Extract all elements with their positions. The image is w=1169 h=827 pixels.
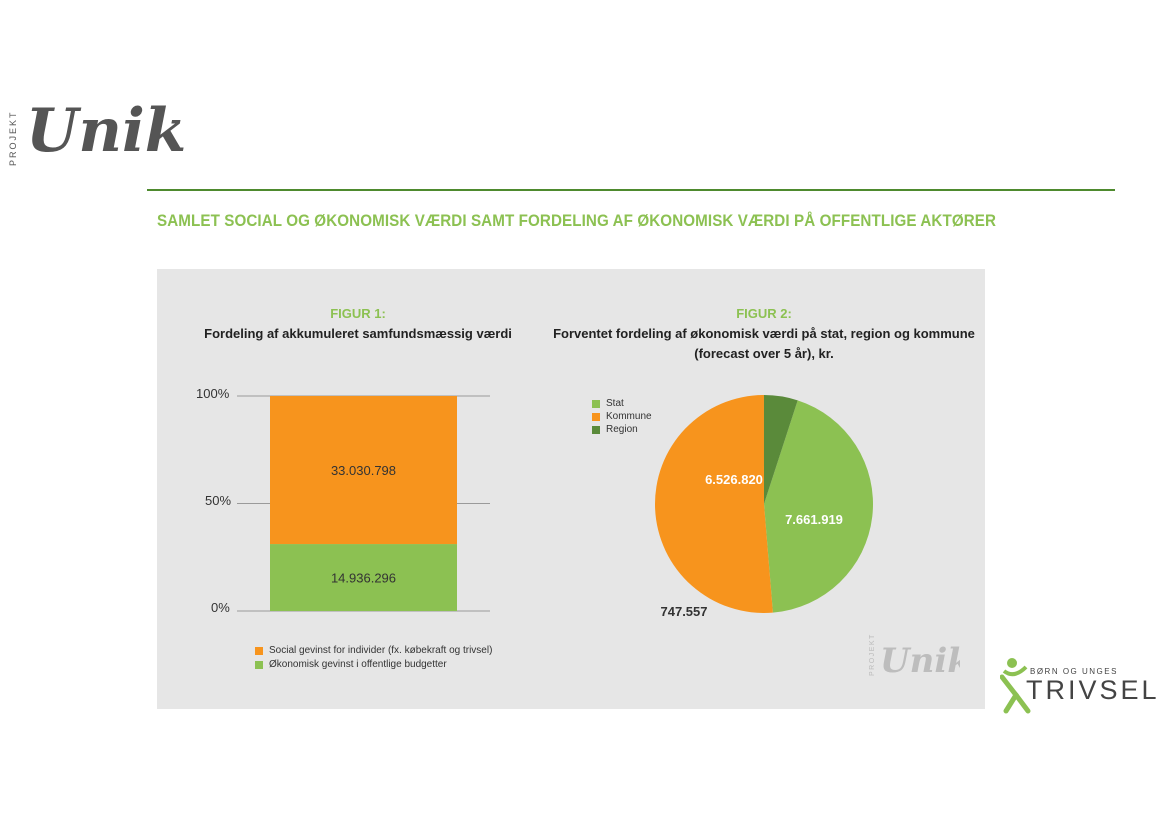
legend-item-region: Region (592, 424, 652, 435)
pie-data-label-stat: 6.526.820 (705, 472, 763, 487)
legend-item-economic: Økonomisk gevinst i offentlige budgetter (255, 659, 492, 670)
figure1-subtitle: Fordeling af akkumuleret samfundsmæssig … (204, 326, 512, 341)
y-tick-0: 0% (211, 600, 230, 615)
trivsel-subtitle: BØRN OG UNGES (1030, 667, 1118, 676)
legend-swatch-kommune (592, 412, 600, 421)
unik-watermark: PROJEKT Unik (869, 633, 960, 680)
y-tick-100: 100% (196, 386, 230, 401)
figure2-subtitle-line1: Forventet fordeling af økonomisk værdi p… (553, 326, 975, 341)
bar-segment-0 (270, 544, 457, 611)
page-title: SAMLET SOCIAL OG ØKONOMISK VÆRDI SAMT FO… (157, 212, 997, 230)
bar-data-label-1: 33.030.798 (331, 463, 396, 478)
figure1-label: FIGUR 1: (330, 306, 386, 321)
bar-data-label-0: 14.936.296 (331, 571, 396, 586)
pie-slice-region (763, 395, 798, 504)
figure-icon (1000, 658, 1031, 714)
figure2-legend: Stat Kommune Region (592, 398, 652, 435)
pie-chart: 6.526.820 7.661.919 747.557 (654, 395, 873, 619)
figure2-label: FIGUR 2: (736, 306, 792, 321)
watermark-word: Unik (880, 641, 960, 680)
legend-item-social: Social gevinst for individer (fx. købekr… (255, 645, 492, 656)
figure1-legend: Social gevinst for individer (fx. købekr… (255, 645, 492, 670)
pie-data-label-kommune: 7.661.919 (785, 512, 843, 527)
legend-label-region: Region (606, 424, 638, 435)
legend-swatch-stat (592, 399, 600, 408)
figure2-subtitle-line2: (forecast over 5 år), kr. (694, 346, 834, 361)
bar-segment-1 (270, 396, 457, 545)
legend-swatch-orange (255, 646, 263, 655)
pie-slice-kommune (654, 395, 773, 613)
y-tick-50: 50% (205, 493, 232, 508)
unik-logo: Unik (26, 96, 187, 166)
legend-label-kommune: Kommune (606, 411, 652, 422)
legend-item-stat: Stat (592, 398, 652, 409)
trivsel-title: TRIVSEL (1026, 675, 1160, 705)
pie-slice-stat (764, 400, 873, 613)
legend-label-stat: Stat (606, 398, 624, 409)
legend-swatch-green (255, 660, 263, 669)
watermark-prefix: PROJEKT (869, 633, 876, 676)
trivsel-logo: BØRN OG UNGES TRIVSEL (1000, 655, 1160, 715)
legend-label-economic: Økonomisk gevinst i offentlige budgetter (269, 659, 447, 670)
pie-data-label-region: 747.557 (661, 604, 708, 619)
logo-prefix: PROJEKT (8, 110, 18, 166)
stacked-bar-chart: 14.936.296 33.030.798 (237, 395, 490, 612)
legend-label-social: Social gevinst for individer (fx. købekr… (269, 645, 493, 656)
legend-item-kommune: Kommune (592, 411, 652, 422)
legend-swatch-region (592, 425, 600, 434)
header-divider (147, 189, 1115, 191)
